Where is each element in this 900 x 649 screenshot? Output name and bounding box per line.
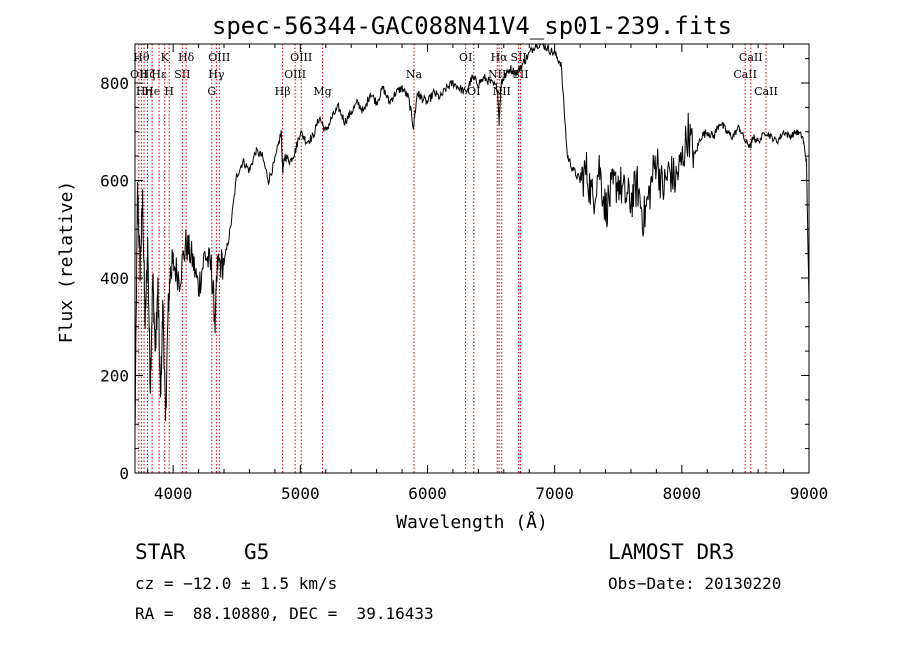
spectral-line-label: CaII: [733, 68, 757, 81]
x-tick-label: 9000: [790, 484, 829, 503]
x-tick-label: 8000: [663, 484, 702, 503]
y-tick-label: 600: [100, 172, 129, 191]
spectral-lines-layer: OIIHθHηHζHeHεKHSIIHδGHγOIIIHβOIIIOIIIMgN…: [130, 44, 778, 473]
spectral-line-label: H: [164, 85, 174, 98]
x-tick-label: 4000: [154, 484, 193, 503]
axis-ticks-layer: 4000 5000 6000 7000 8000 9000 0 200 400 600 800: [100, 44, 828, 503]
y-tick-label: 200: [100, 367, 129, 386]
spectral-line-label: OI: [459, 51, 472, 64]
spectral-line-label: G: [207, 85, 216, 98]
spectral-line-label: SII: [174, 68, 190, 81]
redshift-cz: cz = −12.0 ± 1.5 km/s: [135, 574, 338, 593]
spectrum-layer: [134, 43, 810, 429]
x-tick-label: 5000: [281, 484, 320, 503]
survey-name: LAMOST DR3: [608, 540, 735, 564]
spectral-line-label: SII: [511, 51, 527, 64]
spectral-line-label: NII: [488, 68, 506, 81]
spectral-line-label: OI: [467, 85, 480, 98]
object-class: STAR: [135, 540, 186, 564]
spectral-line-label: Hβ: [275, 85, 291, 98]
spectral-line-label: Na: [406, 68, 423, 81]
spectral-line-label: Mg: [313, 85, 331, 98]
y-tick-label: 400: [100, 269, 129, 288]
spectral-line-label: Hγ: [208, 68, 225, 81]
spectral-line-label: K: [161, 51, 170, 64]
x-axis-label: Wavelength (Å): [396, 511, 548, 533]
spectral-line-label: NII: [493, 85, 511, 98]
chart-title: spec-56344-GAC088N41V4_sp01-239.fits: [212, 12, 732, 40]
spectral-line-label: He: [144, 85, 160, 98]
spectral-line-label: OIII: [284, 68, 306, 81]
x-tick-label: 6000: [408, 484, 447, 503]
spectral-line-label: Hα: [491, 51, 509, 64]
y-tick-label: 800: [100, 74, 129, 93]
spectral-line-label: OII: [130, 68, 148, 81]
spectral-line-label: Hη: [136, 85, 152, 98]
spectral-line-label: OIII: [208, 51, 230, 64]
spectrum-line: [134, 43, 810, 429]
x-tick-label: 7000: [535, 484, 574, 503]
ra-dec-coordinates: RA = 88.10880, DEC = 39.16433: [135, 604, 434, 623]
y-tick-label: 0: [119, 464, 129, 483]
object-subclass: G5: [244, 540, 270, 564]
spectral-line-label: Hζ: [140, 68, 156, 81]
spectral-line-label: Hδ: [178, 51, 195, 64]
spectral-line-label: Hθ: [133, 51, 150, 64]
spectral-line-label: Hε: [151, 68, 167, 81]
observation-date: Obs−Date: 20130220: [608, 574, 782, 593]
y-axis-label: Flux (relative): [56, 181, 77, 344]
spectral-line-label: CaII: [739, 51, 763, 64]
spectral-line-label: CaII: [754, 85, 778, 98]
spectral-line-label: OIII: [290, 51, 312, 64]
plot-frame: [134, 43, 810, 474]
